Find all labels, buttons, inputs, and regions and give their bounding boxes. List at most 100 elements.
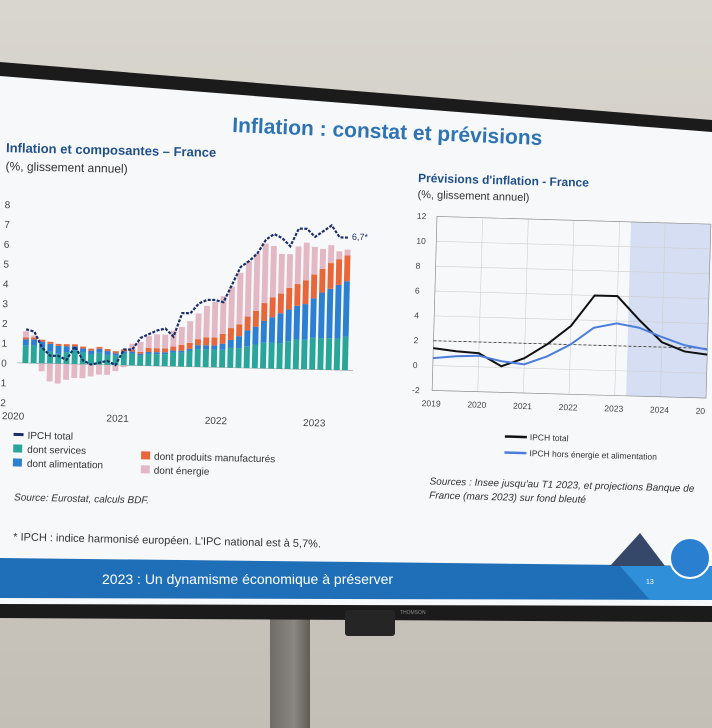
bar-segment	[292, 339, 300, 370]
right-y-tick-label: 8	[415, 261, 420, 271]
bar-segment	[137, 341, 144, 352]
right-chart-subtitle: (%, glissement annuel)	[417, 189, 529, 204]
bar-segment	[302, 280, 309, 305]
right-x-tick-label: 2022	[559, 402, 578, 413]
annotation-label: 6,7*	[352, 232, 369, 242]
bar-segment	[219, 296, 227, 334]
bar-segment	[318, 292, 326, 339]
bar-segment	[38, 347, 46, 364]
bar-segment	[260, 320, 267, 343]
left-y-tick-label: 1	[1, 339, 7, 350]
bar-segment	[71, 344, 78, 347]
left-x-tick-label: 2022	[205, 416, 228, 428]
bar-segment	[251, 344, 259, 369]
series-line	[433, 294, 708, 368]
left-x-tick-label: 2020	[2, 411, 25, 423]
bar-segment	[186, 348, 193, 351]
bar-segment	[236, 272, 244, 325]
right-x-tick-label: 2024	[650, 405, 669, 416]
bar-segment	[178, 350, 185, 353]
bar-segment	[327, 262, 334, 289]
legend-label-ipch-total: IPCH total	[530, 432, 569, 443]
legend-label-services: dont services	[27, 445, 86, 457]
bar-segment	[31, 335, 38, 338]
right-y-tick-label: 2	[413, 335, 418, 345]
legend-swatch-ipch-core	[504, 451, 527, 455]
legend-label-total: IPCH total	[27, 431, 73, 443]
bar-segment	[194, 349, 201, 368]
left-y-tick-label: 5	[3, 260, 9, 271]
legend-swatch-manufactures	[141, 451, 151, 460]
bar-segment	[227, 328, 235, 341]
bar-segment	[211, 301, 219, 338]
bar-segment	[63, 346, 70, 353]
bar-segment	[235, 348, 242, 368]
left-y-tick-label: 7	[4, 220, 10, 231]
bar-segment	[186, 342, 193, 350]
bar-segment	[104, 364, 111, 375]
left-y-tick-label: 2	[2, 319, 8, 330]
bar-segment	[178, 352, 185, 367]
bar-segment	[253, 253, 261, 311]
bar-segment	[276, 342, 283, 369]
right-vertical-gridline	[660, 222, 666, 397]
bar-segment	[334, 284, 342, 339]
bar-segment	[243, 346, 251, 369]
bar-segment	[46, 351, 54, 364]
bar-segment	[145, 336, 152, 349]
right-x-tick-label: 2023	[604, 403, 623, 414]
bar-segment	[95, 364, 103, 375]
right-y-tick-label: 10	[416, 236, 426, 246]
bar-segment	[120, 365, 127, 368]
bar-segment	[333, 338, 341, 371]
bar-segment	[38, 363, 45, 372]
legend-swatch-energie	[140, 465, 150, 474]
tv-brand-label: THOMSON	[400, 610, 426, 616]
left-y-tick-label: 0	[1, 358, 7, 369]
bar-segment	[178, 326, 185, 345]
footer-triangle-icon	[610, 533, 665, 566]
bar-segment	[202, 349, 209, 368]
wall-mount-bracket	[270, 600, 310, 728]
bar-segment	[55, 343, 62, 347]
bar-segment	[219, 333, 226, 344]
left-chart-title: Inflation et composantes – France	[6, 140, 217, 160]
bar-segment	[120, 353, 127, 366]
bar-segment	[244, 330, 251, 347]
right-y-tick-label: 12	[417, 211, 427, 221]
bar-segment	[211, 345, 218, 350]
bar-segment	[55, 345, 62, 354]
bar-segment	[96, 348, 103, 353]
right-plot-frame	[431, 216, 712, 399]
bar-segment	[170, 346, 177, 351]
bar-segment	[170, 350, 177, 353]
bar-segment	[96, 346, 103, 349]
bar-segment	[309, 337, 316, 370]
footer-band	[0, 558, 712, 600]
left-y-axis: 8 7 6 5 4 3 2 1 0 1 2	[0, 200, 11, 409]
bar-segment	[286, 254, 294, 288]
bar-segment	[112, 365, 119, 372]
bar-segment	[293, 305, 301, 340]
tv-stand-foot	[345, 610, 395, 636]
left-chart-source: Source: Eurostat, calculs BDF.	[14, 492, 149, 506]
bar-segment	[336, 251, 343, 260]
bar-segment	[268, 317, 276, 343]
legend-label-manufactures: dont produits manufacturés	[154, 452, 275, 466]
bar-segment	[137, 355, 144, 366]
bar-segment	[252, 310, 260, 327]
left-y-tick-label: 2	[0, 398, 6, 409]
right-y-tick-label: 6	[415, 285, 420, 295]
banque-de-france-logo-icon	[669, 537, 711, 579]
legend-label-energie: dont énergie	[154, 466, 210, 478]
legend-label-alimentation: dont alimentation	[27, 459, 103, 472]
bar-segment	[22, 337, 29, 340]
right-vertical-gridline	[477, 217, 483, 392]
bar-segment	[261, 303, 268, 321]
bar-segment	[129, 351, 136, 354]
bar-segment	[303, 242, 310, 281]
bar-segment	[145, 353, 152, 366]
bar-segment	[153, 352, 160, 355]
bar-segment	[317, 337, 324, 370]
